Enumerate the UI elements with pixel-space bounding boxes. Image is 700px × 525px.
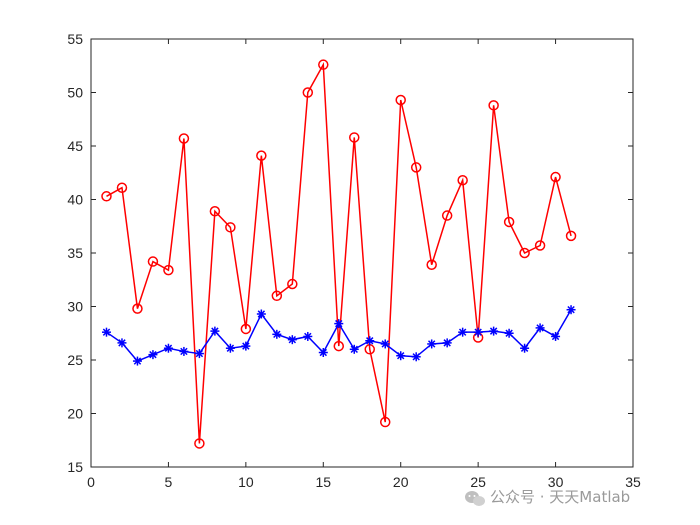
y-tick-label: 25 [67, 352, 83, 368]
data-point-asterisk [334, 319, 344, 329]
data-point-circle [132, 303, 143, 314]
data-point-circle [550, 171, 561, 183]
data-point-circle [225, 222, 236, 233]
data-point-circle [395, 94, 406, 106]
data-point-asterisk [349, 344, 359, 354]
y-tick-label: 35 [67, 245, 83, 261]
series-1 [101, 59, 577, 449]
data-point-circle [426, 259, 437, 271]
data-point-asterisk [427, 339, 437, 349]
data-point-circle [519, 247, 530, 259]
y-tick-label: 15 [67, 459, 83, 475]
data-point-asterisk [179, 346, 189, 356]
data-point-asterisk [194, 349, 204, 359]
data-point-asterisk [504, 328, 514, 338]
data-point-asterisk [442, 338, 452, 348]
data-point-circle [534, 240, 546, 251]
data-point-asterisk [225, 343, 235, 353]
data-point-circle [302, 87, 314, 98]
data-point-circle [271, 290, 283, 302]
data-point-circle [178, 133, 190, 144]
data-point-asterisk [396, 351, 406, 361]
data-point-asterisk [163, 343, 173, 353]
series-2 [101, 305, 576, 366]
x-tick-label: 20 [393, 474, 409, 490]
data-point-circle [116, 182, 128, 193]
data-point-asterisk [287, 335, 297, 345]
data-point-asterisk [148, 350, 158, 360]
x-tick-label: 5 [165, 474, 173, 490]
data-point-circle [318, 59, 329, 70]
data-point-asterisk [473, 327, 483, 337]
data-point-asterisk [411, 352, 421, 362]
data-point-circle [147, 256, 159, 267]
data-point-asterisk [318, 348, 328, 358]
data-point-asterisk [210, 326, 220, 336]
series-line [106, 62, 572, 444]
ticks-layer: 0 5 10 15 20 25 30 35 15 20 25 30 35 40 45 50 55 [67, 31, 641, 490]
y-tick-label: 45 [67, 138, 83, 154]
plot-area: 0 5 10 15 20 25 30 35 15 20 25 30 35 40 45 50 55 [67, 31, 641, 490]
data-point-asterisk [551, 331, 561, 341]
data-point-circle [441, 210, 453, 221]
data-point-circle [349, 132, 360, 143]
x-tick-label: 15 [315, 474, 331, 490]
data-point-circle [287, 278, 298, 290]
data-point-asterisk [458, 327, 468, 337]
data-point-asterisk [272, 329, 282, 339]
x-tick-label: 25 [470, 474, 486, 490]
data-point-circle [503, 216, 515, 228]
data-point-circle [333, 340, 345, 352]
data-point-circle [209, 206, 221, 217]
data-point-circle [256, 150, 267, 161]
data-point-asterisk [489, 326, 499, 336]
data-point-asterisk [535, 323, 545, 333]
data-point-asterisk [520, 343, 530, 353]
data-point-asterisk [566, 305, 576, 315]
data-point-circle [194, 438, 205, 449]
data-point-asterisk [132, 356, 142, 366]
data-point-circle [379, 416, 391, 428]
data-point-asterisk [101, 327, 111, 337]
data-point-circle [565, 230, 577, 242]
data-point-circle [457, 174, 468, 186]
data-point-circle [488, 100, 499, 111]
y-tick-label: 50 [67, 85, 83, 101]
data-point-asterisk [365, 336, 375, 346]
y-tick-label: 20 [67, 406, 83, 422]
data-point-circle [240, 323, 252, 335]
y-tick-label: 55 [67, 31, 83, 47]
data-point-circle [163, 264, 174, 276]
data-point-asterisk [303, 331, 313, 341]
watermark-text: 公众号 · 天天Matlab [490, 488, 630, 506]
data-point-asterisk [256, 309, 266, 319]
x-tick-label: 35 [625, 474, 641, 490]
data-point-asterisk [380, 339, 390, 349]
data-point-circle [101, 191, 112, 202]
watermark: 公众号 · 天天Matlab [465, 488, 630, 506]
y-tick-label: 30 [67, 299, 83, 315]
y-tick-label: 40 [67, 192, 83, 208]
x-tick-label: 0 [87, 474, 95, 490]
x-tick-label: 10 [238, 474, 254, 490]
series-layer [101, 59, 577, 449]
data-point-asterisk [117, 338, 127, 348]
data-point-asterisk [241, 341, 251, 351]
wechat-icon [465, 491, 485, 506]
x-tick-label: 30 [548, 474, 564, 490]
data-point-circle [410, 162, 422, 173]
